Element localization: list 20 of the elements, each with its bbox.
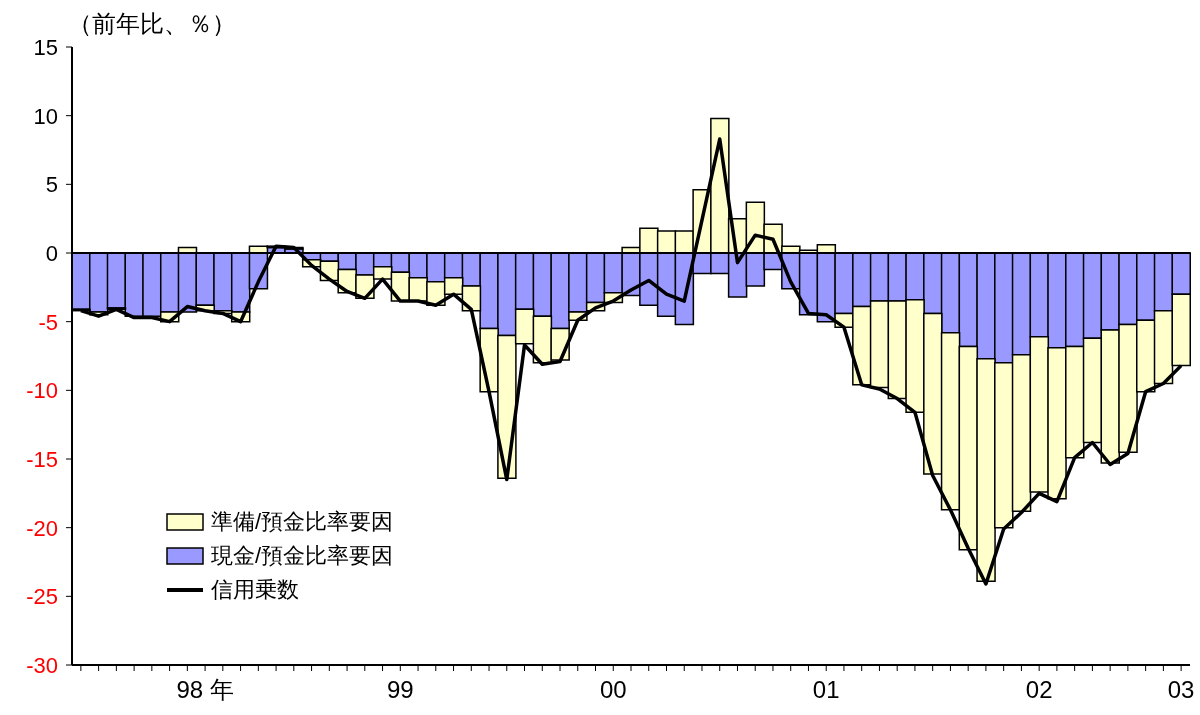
x-tick-label: 01 xyxy=(812,676,840,704)
y-tick-label: -5 xyxy=(38,309,58,335)
x-tick-label: 03 xyxy=(1167,676,1195,704)
y-tick-label: 5 xyxy=(45,172,58,198)
legend-label: 現金/預金比率要因 xyxy=(211,542,394,570)
x-tick-label: 02 xyxy=(1025,676,1053,704)
x-tick-label: 99 xyxy=(386,676,414,704)
y-tick-label: 15 xyxy=(33,35,58,60)
legend-label: 信用乗数 xyxy=(211,576,299,604)
y-tick-label: 10 xyxy=(33,103,58,129)
x-tick-label: 00 xyxy=(599,676,627,704)
y-tick-label: -25 xyxy=(26,584,58,610)
y-axis-title: （前年比、％） xyxy=(68,9,236,39)
y-tick-label: -20 xyxy=(26,515,58,541)
y-tick-label: -30 xyxy=(26,653,58,678)
y-tick-label: 0 xyxy=(45,241,58,266)
y-tick-label: -15 xyxy=(26,447,58,472)
legend-label: 準備/預金比率要因 xyxy=(211,508,394,536)
x-tick-label: 98 年 xyxy=(176,676,234,704)
y-tick-label: -10 xyxy=(26,378,58,404)
